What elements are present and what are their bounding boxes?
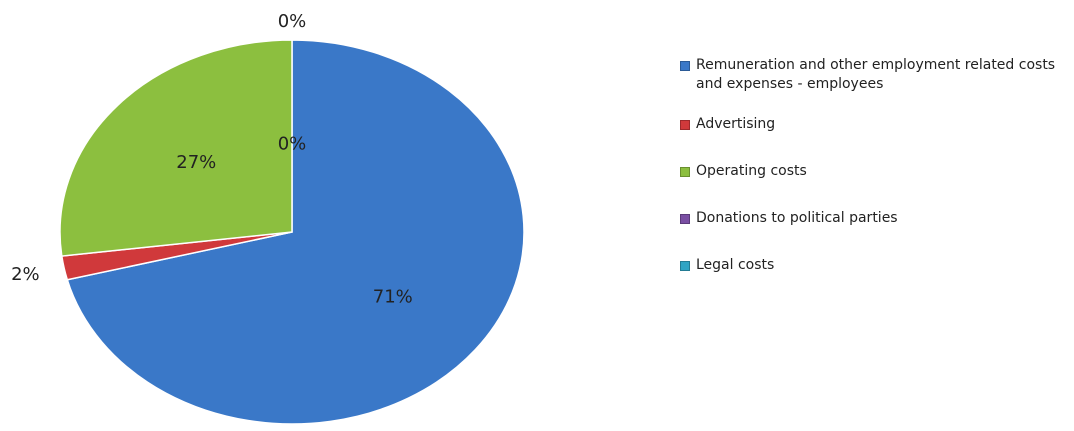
legend-item-remuneration: Remuneration and other employment relate… — [680, 56, 1070, 94]
legend-swatch-legal-costs — [680, 261, 690, 271]
chart-legend: Remuneration and other employment relate… — [680, 56, 1070, 303]
legend-swatch-donations — [680, 214, 690, 224]
pie-slice-operating-costs — [59, 39, 293, 257]
legend-swatch-advertising — [680, 120, 690, 130]
legend-item-donations: Donations to political parties — [680, 209, 1070, 228]
data-label-advertising: 2% — [11, 264, 40, 285]
legend-swatch-remuneration — [680, 61, 690, 71]
legend-label-legal-costs: Legal costs — [696, 257, 775, 273]
pie-slice-remuneration — [66, 39, 525, 425]
data-label-legal-costs: 0% — [278, 11, 307, 32]
legend-label-donations: Donations to political parties — [696, 210, 898, 226]
legend-item-operating-costs: Operating costs — [680, 162, 1070, 181]
legend-swatch-operating-costs — [680, 167, 690, 177]
legend-item-advertising: Advertising — [680, 115, 1070, 134]
data-label-remuneration: 71% — [373, 287, 413, 308]
legend-item-legal-costs: Legal costs — [680, 256, 1070, 275]
data-label-donations: 0% — [278, 134, 307, 155]
legend-label-advertising: Advertising — [696, 116, 776, 132]
data-label-operating-costs: 27% — [176, 152, 216, 173]
legend-label-operating-costs: Operating costs — [696, 163, 807, 179]
legend-label-remuneration: Remuneration and other employment relate… — [696, 57, 1056, 92]
